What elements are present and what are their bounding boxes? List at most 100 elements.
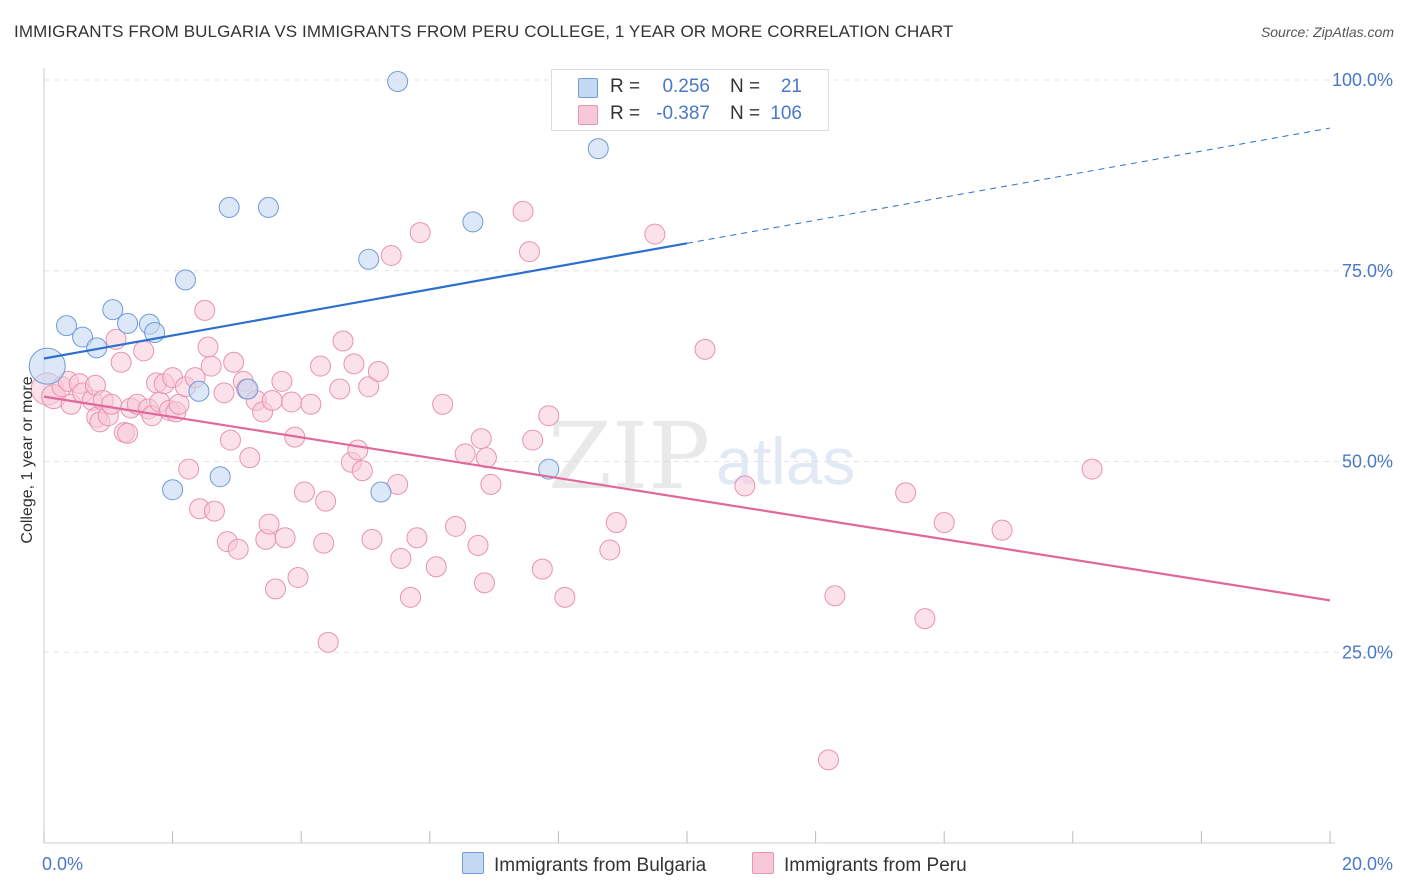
n-value: 106: [770, 103, 802, 124]
peru-point: [425, 556, 447, 578]
peru-point: [358, 376, 380, 398]
peru-point: [694, 338, 716, 360]
r-label: R =: [610, 103, 641, 124]
peru-point: [432, 393, 454, 415]
peru-point: [895, 482, 917, 504]
peru-point: [117, 422, 139, 444]
peru-point: [817, 749, 839, 771]
peru-point: [227, 538, 249, 560]
peru-point: [644, 223, 666, 245]
peru-point: [991, 519, 1013, 541]
peru-point: [200, 355, 222, 377]
peru-point: [390, 547, 412, 569]
tick-labels: 25.0% 50.0% 75.0% 100.0% 0.0% 20.0%: [42, 70, 1393, 874]
peru-point: [343, 353, 365, 375]
peru-point: [223, 351, 245, 373]
peru-point: [168, 393, 190, 415]
peru-point: [287, 566, 309, 588]
bulgaria-point: [387, 71, 409, 93]
peru-point: [554, 586, 576, 608]
peru-point: [203, 500, 225, 522]
bulgaria-point: [237, 378, 259, 400]
peru-point: [409, 222, 431, 244]
bulgaria-point: [587, 138, 609, 160]
peru-point: [271, 370, 293, 392]
r-label: R =: [610, 76, 641, 97]
peru-point: [351, 460, 373, 482]
bulgaria-point: [370, 481, 392, 503]
legend-label-peru: Immigrants from Peru: [784, 855, 967, 876]
peru-point: [264, 578, 286, 600]
peru-point: [522, 429, 544, 451]
peru-swatch: [752, 852, 774, 874]
x-tick-label: 20.0%: [1342, 854, 1393, 874]
peru-point: [538, 405, 560, 427]
peru-point: [258, 513, 280, 535]
peru-point: [599, 539, 621, 561]
peru-point: [315, 490, 337, 512]
peru-point: [317, 631, 339, 653]
correlation-legend: R = 0.256 N = 21 R = -0.387 N = 106: [551, 69, 829, 131]
bulgaria-point: [257, 196, 279, 218]
bulgaria-point: [218, 196, 240, 218]
legend-row-peru: R = -0.387 N = 106: [552, 101, 828, 127]
peru-point: [101, 393, 123, 415]
peru-point: [281, 391, 303, 413]
r-value: 0.256: [662, 76, 710, 97]
peru-point: [361, 528, 383, 550]
peru-swatch: [578, 105, 598, 125]
peru-point: [239, 447, 261, 469]
r-value: -0.387: [656, 103, 710, 124]
peru-point: [933, 512, 955, 534]
source-label: Source: ZipAtlas.com: [1260, 24, 1394, 40]
peru-trend-line: [43, 395, 1331, 602]
peru-point: [213, 382, 235, 404]
x-tick-label: 0.0%: [42, 854, 83, 874]
peru-point: [734, 475, 756, 497]
peru-point: [309, 355, 331, 377]
watermark: ZIP atlas: [548, 403, 855, 510]
peru-point: [531, 558, 553, 580]
peru-point: [347, 439, 369, 461]
bulgaria-swatch: [462, 852, 484, 874]
peru-point: [293, 481, 315, 503]
peru-point: [367, 360, 389, 382]
peru-point: [445, 515, 467, 537]
peru-point: [261, 389, 283, 411]
bulgaria-point: [188, 380, 210, 402]
bulgaria-point: [462, 211, 484, 233]
peru-point: [512, 200, 534, 222]
bulgaria-point: [209, 466, 231, 488]
legend-row-bulgaria: R = 0.256 N = 21: [552, 74, 828, 100]
peru-point: [274, 527, 296, 549]
peru-point: [110, 351, 132, 373]
peru-point: [194, 299, 216, 321]
peru-point: [329, 378, 351, 400]
peru-point: [467, 534, 489, 556]
peru-point: [313, 532, 335, 554]
peru-point: [470, 428, 492, 450]
peru-point: [1081, 458, 1103, 480]
bulgaria-point: [56, 315, 78, 337]
legend-item-bulgaria: Immigrants from Bulgaria: [462, 852, 706, 877]
peru-point: [380, 244, 402, 266]
n-label: N =: [730, 103, 761, 124]
axes: [43, 68, 1335, 844]
peru-point: [605, 512, 627, 534]
watermark-zip: ZIP: [548, 403, 710, 510]
peru-point: [332, 330, 354, 352]
y-axis-label: College, 1 year or more: [19, 376, 36, 544]
y-tick-label: 50.0%: [1342, 452, 1393, 472]
bulgaria-trend-extension: [686, 127, 1331, 244]
peru-point: [400, 586, 422, 608]
n-value: 21: [780, 76, 802, 97]
peru-point: [133, 340, 155, 362]
peru-point: [197, 336, 219, 358]
peru-point: [824, 585, 846, 607]
y-tick-label: 75.0%: [1342, 261, 1393, 281]
bulgaria-point: [538, 458, 560, 480]
bulgaria-point: [102, 299, 124, 321]
bulgaria-points: [28, 71, 609, 503]
peru-point: [178, 458, 200, 480]
trend-lines: [43, 127, 1331, 602]
